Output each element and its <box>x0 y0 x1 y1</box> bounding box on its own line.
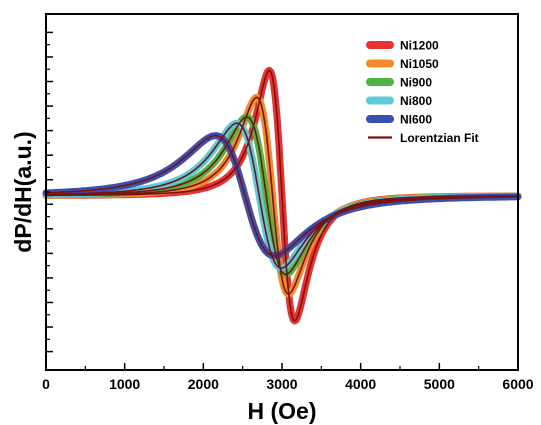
x-tick-label: 6000 <box>502 376 533 392</box>
legend-label-fit: Lorentzian Fit <box>400 131 479 145</box>
legend: Ni1200 Ni1050 Ni900 Ni800 NI600 Lorentzian Fi… <box>366 39 479 145</box>
fit-line-ni800 <box>46 122 518 270</box>
fit-line-ni600 <box>46 134 518 257</box>
x-tick-label: 1000 <box>109 376 140 392</box>
x-tick-label: 2000 <box>188 376 219 392</box>
legend-label-ni600: NI600 <box>400 113 432 127</box>
x-tick-label: 5000 <box>424 376 455 392</box>
legend-label-ni1050: Ni1050 <box>400 57 439 71</box>
y-axis-title: dP/dH(a.u.) <box>10 131 36 252</box>
legend-label-ni1200: Ni1200 <box>400 39 439 53</box>
legend-label-ni900: Ni900 <box>400 76 432 90</box>
legend-label-ni800: Ni800 <box>400 94 432 108</box>
curves-layer <box>42 66 522 325</box>
x-axis-title: H (Oe) <box>248 398 317 424</box>
x-tick-label: 0 <box>42 376 50 392</box>
axes-layer: 0 1000 2000 3000 4000 5000 6000 <box>42 31 534 392</box>
x-tick-label: 3000 <box>266 376 297 392</box>
x-tick-label: 4000 <box>345 376 376 392</box>
